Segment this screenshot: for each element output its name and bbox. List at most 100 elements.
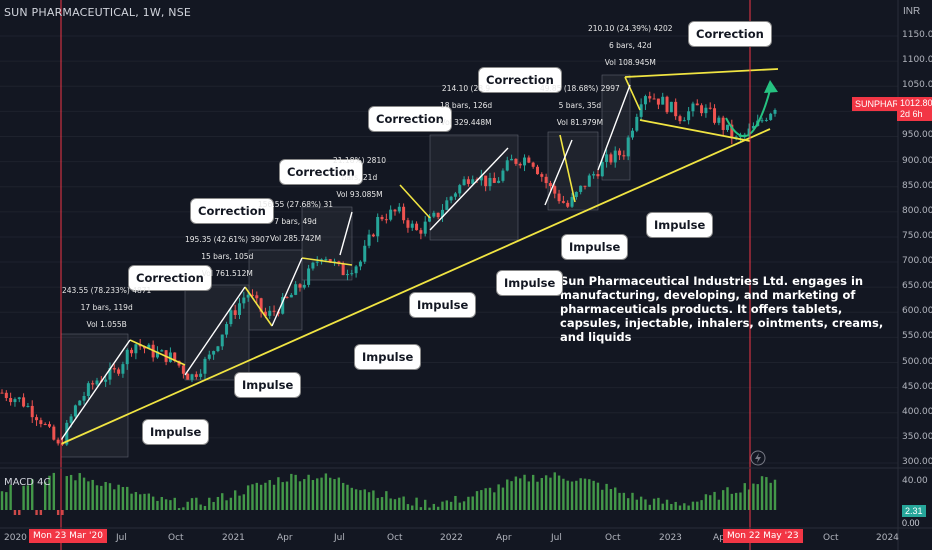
price-tick: 850.00 <box>902 180 932 191</box>
measure-stat-line: 156.55 (27.68%) 31 <box>258 200 334 209</box>
time-tick: Apr <box>713 533 729 543</box>
impulse-label[interactable]: Impulse <box>646 212 714 238</box>
correction-line <box>399 184 431 219</box>
measure-stat: 214.10 (28.9 18 bars, 126d Vol 329.448M <box>440 80 492 131</box>
macd-bar <box>298 481 302 510</box>
macd-bar <box>82 477 86 510</box>
upper-wedge-line <box>624 68 779 78</box>
macd-bar <box>100 485 103 510</box>
candle-body <box>259 298 263 312</box>
correction-line <box>129 339 186 366</box>
candle-body <box>656 98 660 105</box>
candle-body <box>311 262 315 269</box>
candle-body <box>190 374 194 380</box>
correction-label[interactable]: Correction <box>688 21 772 47</box>
time-tick: 2023 <box>659 533 682 543</box>
measure-stat-line: 214.10 (28.9 <box>441 84 491 93</box>
wave-lines <box>60 68 779 445</box>
impulse-label[interactable]: Impulse <box>496 270 564 296</box>
measure-stat-line: bars, 21d <box>341 173 378 182</box>
macd-bar <box>337 477 341 510</box>
candle-body <box>626 137 630 157</box>
impulse-label[interactable]: Impulse <box>354 344 422 370</box>
macd-bar <box>454 495 457 510</box>
macd-bar <box>56 510 60 515</box>
measure-box <box>60 333 129 458</box>
candle-body <box>9 397 13 403</box>
candle-body <box>501 170 505 181</box>
macd-bar <box>160 496 163 510</box>
macd-bar <box>449 501 453 510</box>
start-date-badge: Mon 23 Mar '20 <box>29 529 107 543</box>
candle-body <box>428 216 432 222</box>
candle-body <box>263 311 267 316</box>
candle-body <box>194 374 198 377</box>
candle-body <box>225 324 229 335</box>
candle-body <box>618 150 622 156</box>
candle-body <box>713 108 717 123</box>
correction-line <box>244 286 273 327</box>
macd-bar <box>43 481 47 510</box>
correction-line <box>301 257 353 266</box>
macd-bar <box>635 499 639 510</box>
correction-label[interactable]: Correction <box>478 67 562 93</box>
correction-label[interactable]: Correction <box>128 265 212 291</box>
candle-body <box>700 105 704 114</box>
macd-bar <box>743 483 746 510</box>
macd-bar <box>195 497 198 510</box>
candle-body <box>354 266 358 274</box>
macd-bar <box>436 506 440 510</box>
macd-bar <box>609 488 613 510</box>
impulse-label[interactable]: Impulse <box>234 372 302 398</box>
candle-body <box>250 294 254 296</box>
macd-bar <box>639 496 643 510</box>
macd-bar <box>164 499 168 510</box>
candle-body <box>380 216 384 220</box>
candle-body <box>0 392 4 394</box>
macd-bar <box>709 495 712 510</box>
candle-body <box>471 179 475 184</box>
correction-label[interactable]: Correction <box>279 159 363 185</box>
candle-body <box>281 297 285 314</box>
macd-bar <box>316 478 319 510</box>
candle-body <box>531 162 535 167</box>
measure-stat: 156.55 (27.68%) 31 7 bars, 49d Vol 285.742… <box>258 196 333 247</box>
candle-body <box>579 185 583 192</box>
price-tick: 400.00 <box>902 406 932 417</box>
correction-line <box>624 76 641 111</box>
price-tick: 900.00 <box>902 155 932 166</box>
candle-body <box>445 200 449 210</box>
indicator-label[interactable]: MACD 4C <box>4 477 51 488</box>
lightning-icon[interactable] <box>750 450 766 466</box>
candle-body <box>212 351 216 355</box>
candle-body <box>384 219 388 221</box>
price-tick: 1150.00 <box>902 30 932 40</box>
macd-bar <box>246 485 250 510</box>
candle-body <box>609 154 613 163</box>
macd-bar <box>726 487 729 510</box>
candle-body <box>635 116 639 131</box>
macd-bar <box>531 474 535 510</box>
candle-body <box>181 365 185 374</box>
macd-bar <box>138 494 142 510</box>
impulse-label[interactable]: Impulse <box>142 419 210 445</box>
macd-bar <box>570 481 574 510</box>
macd-tick-zero: 0.00 <box>902 518 920 528</box>
impulse-label[interactable]: Impulse <box>409 292 477 318</box>
candle-body <box>583 185 587 187</box>
candle-body <box>613 150 617 163</box>
macd-bar <box>359 490 362 510</box>
macd-bar <box>441 501 444 510</box>
macd-bar <box>5 492 8 510</box>
candle-body <box>108 368 112 380</box>
correction-label[interactable]: Correction <box>368 106 452 132</box>
macd-bar <box>747 489 751 510</box>
candle-body <box>298 284 302 288</box>
macd-bar <box>467 496 470 510</box>
impulse-line <box>544 139 573 206</box>
candle-body <box>596 174 600 177</box>
impulse-label[interactable]: Impulse <box>561 234 629 260</box>
candle-body <box>402 206 406 221</box>
correction-label[interactable]: Correction <box>190 198 274 224</box>
